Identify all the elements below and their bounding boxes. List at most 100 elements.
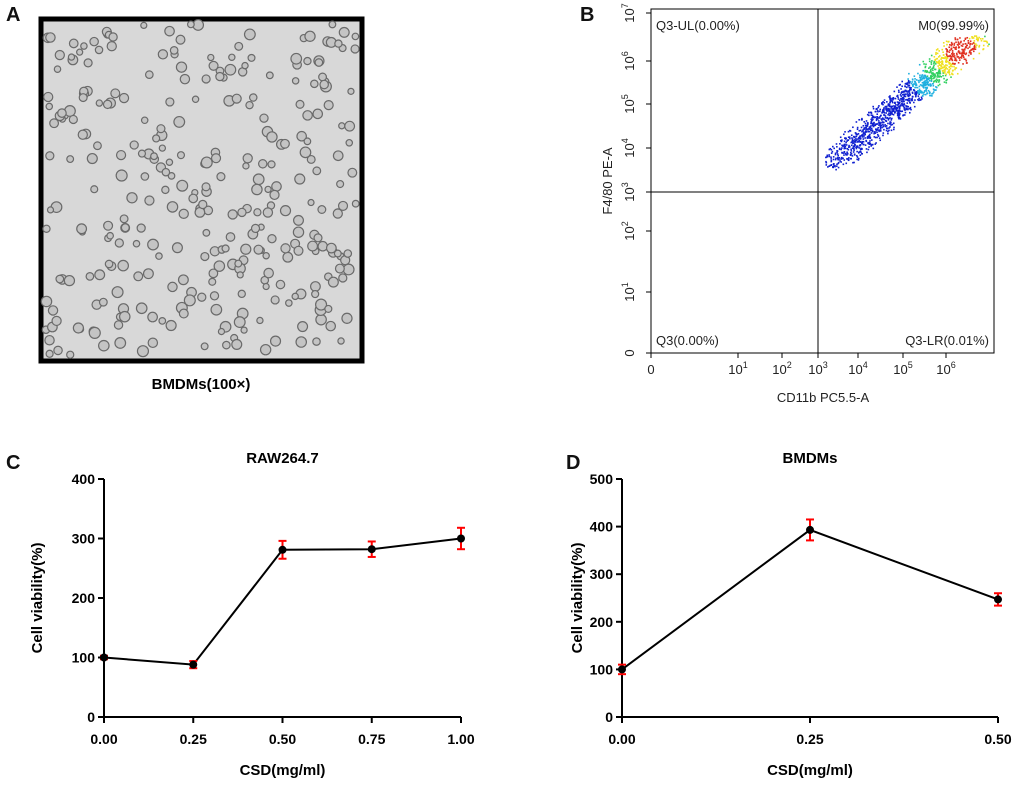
event-dot [898,99,901,102]
cell [106,231,114,240]
event-dot [944,68,946,71]
cell [147,311,158,323]
event-dot [959,56,962,59]
event-dot [888,117,890,120]
event-dot [867,142,869,144]
event-dot [929,71,931,74]
event-dot [908,97,911,100]
event-dot [938,79,941,81]
event-dot [940,64,942,67]
cell [43,91,54,103]
cell [242,153,253,164]
event-dot [843,152,845,154]
event-dot [907,78,909,80]
cell [68,38,79,49]
event-dot [914,99,916,101]
event-dot [938,67,940,69]
event-dot [903,91,906,93]
event-dot [901,98,904,101]
event-dot [860,119,863,121]
y-tick-label: 400 [590,519,614,535]
event-dot [931,67,934,70]
cell [118,310,131,323]
event-dot [930,68,932,71]
cell [150,152,158,161]
event-dot [946,43,948,46]
event-dot [961,48,963,51]
event-dot [911,91,914,94]
event-dot [866,122,869,124]
event-dot [950,63,953,66]
cell [265,71,274,80]
event-dot [904,89,907,92]
event-dot [889,113,892,115]
cell [167,281,178,293]
event-dot [930,80,933,82]
event-dot [908,94,911,97]
cell [158,144,167,152]
event-dot [857,132,860,135]
event-dot [944,56,947,58]
event-dot [934,63,937,65]
event-dot [868,111,870,114]
cell [208,268,219,279]
event-dot [932,73,935,76]
event-dot [873,132,875,135]
event-dot [923,74,925,77]
event-dot [936,61,938,64]
event-dot [849,157,852,160]
event-dot [859,141,861,143]
event-dot [850,153,853,155]
event-dot [921,77,924,80]
event-dot [963,51,965,53]
event-dot [889,108,891,110]
event-dot [929,85,932,87]
event-dot [906,105,908,108]
event-dot [918,90,921,93]
event-dot [938,64,941,66]
event-dot [939,75,941,77]
event-dot [889,99,891,101]
event-dot [949,62,951,65]
event-dot [872,107,875,110]
event-dot [944,71,946,73]
event-dot [882,132,885,134]
x-tick-label: 0.25 [180,731,207,747]
event-dot [870,127,873,130]
event-dot [849,137,851,140]
event-dot [951,51,954,54]
cell [126,192,138,204]
event-dot [972,42,975,44]
cell [95,99,104,107]
event-dot [972,57,975,60]
cell [312,337,321,346]
cell [294,173,306,185]
event-dot [956,54,958,56]
cell [338,26,350,38]
event-dot [909,107,911,110]
cell [90,185,99,194]
event-dot [868,135,871,138]
event-dot [958,43,961,45]
event-dot [872,125,875,128]
event-dot [897,96,899,99]
event-dot [915,82,917,85]
event-dot [878,137,881,139]
event-dot [922,76,925,78]
event-dot [924,93,927,96]
event-dot [960,57,963,59]
event-dot [898,114,901,116]
event-dot [945,73,948,76]
event-dot [853,147,855,150]
cell [302,110,313,121]
event-dot [902,105,905,108]
cell [66,155,75,164]
event-dot [946,60,948,63]
event-dot [945,66,947,69]
cell [158,317,167,325]
event-dot [840,161,842,163]
event-dot [941,61,944,63]
event-dot [982,48,985,50]
event-dot [837,154,839,157]
event-dot [893,105,895,107]
